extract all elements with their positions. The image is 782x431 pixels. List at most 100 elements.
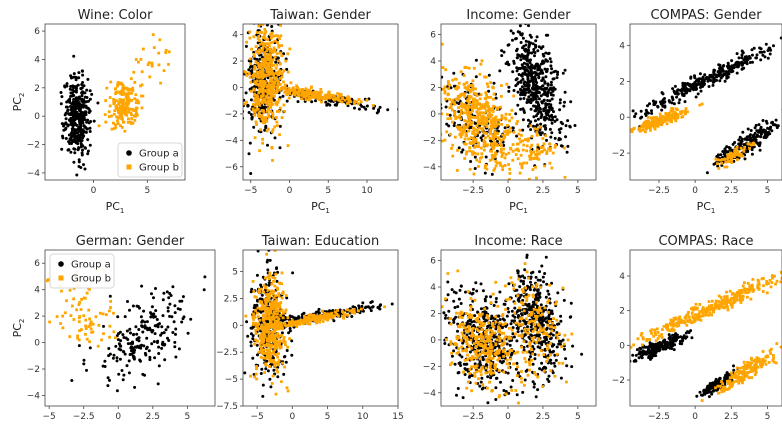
data-point xyxy=(763,129,767,133)
data-point xyxy=(77,134,81,137)
data-point xyxy=(143,351,147,355)
data-point xyxy=(533,127,536,131)
legend-label: Group a xyxy=(139,149,179,160)
chart-title: Income: Gender xyxy=(466,8,571,23)
data-point xyxy=(541,149,544,153)
data-point xyxy=(125,329,129,333)
data-point xyxy=(549,91,553,95)
data-point xyxy=(270,25,274,28)
data-point xyxy=(317,307,321,311)
data-point xyxy=(112,112,116,116)
data-point xyxy=(277,45,281,49)
data-point xyxy=(264,298,268,301)
data-point xyxy=(472,172,476,176)
data-point xyxy=(248,57,252,61)
data-point xyxy=(268,71,272,75)
data-point xyxy=(751,60,754,64)
data-point xyxy=(252,306,256,310)
data-point xyxy=(678,98,682,102)
data-point xyxy=(77,344,81,348)
data-point xyxy=(728,65,732,69)
data-point xyxy=(548,57,552,61)
data-point xyxy=(88,143,92,147)
data-point xyxy=(480,155,484,159)
data-point xyxy=(347,99,351,103)
data-point xyxy=(481,122,485,126)
data-point xyxy=(129,111,133,115)
data-point xyxy=(257,71,261,74)
data-point xyxy=(475,110,479,114)
data-point xyxy=(524,39,528,43)
data-point xyxy=(126,88,130,92)
data-point xyxy=(535,95,539,98)
data-point xyxy=(369,309,373,313)
data-point xyxy=(524,54,528,58)
data-point xyxy=(471,100,475,103)
data-point xyxy=(508,178,511,180)
data-point xyxy=(459,111,463,115)
data-point xyxy=(692,83,696,87)
axes-frame xyxy=(629,23,782,181)
data-point xyxy=(511,31,515,35)
data-point xyxy=(533,109,537,113)
data-point xyxy=(272,323,276,326)
data-point xyxy=(274,315,278,319)
data-point xyxy=(689,75,693,79)
data-point xyxy=(519,107,523,111)
data-point xyxy=(79,308,83,311)
data-point xyxy=(266,268,270,272)
data-point xyxy=(512,130,516,134)
data-point xyxy=(105,313,108,317)
data-point xyxy=(460,102,464,106)
data-point xyxy=(104,99,108,102)
data-point xyxy=(274,392,278,396)
data-point xyxy=(155,318,159,321)
data-point xyxy=(566,144,570,148)
data-point xyxy=(478,97,482,101)
data-point xyxy=(267,298,271,301)
data-point xyxy=(263,57,267,61)
data-point xyxy=(730,161,734,164)
data-point xyxy=(269,308,272,312)
data-point xyxy=(494,160,498,163)
data-point xyxy=(654,100,658,104)
data-point xyxy=(492,97,495,101)
data-point xyxy=(282,340,286,344)
data-point xyxy=(459,135,463,139)
data-point xyxy=(143,320,147,324)
data-point xyxy=(257,115,261,119)
data-point xyxy=(261,92,265,96)
data-point xyxy=(158,38,162,42)
data-point xyxy=(296,90,300,94)
data-point xyxy=(278,340,281,344)
data-point xyxy=(285,296,289,300)
data-point xyxy=(563,100,566,104)
data-point xyxy=(528,42,532,46)
data-point xyxy=(310,85,313,89)
data-point xyxy=(453,101,456,105)
data-point xyxy=(267,250,271,252)
data-point xyxy=(164,51,168,54)
data-point xyxy=(471,132,474,135)
data-point xyxy=(762,50,766,54)
data-point xyxy=(82,163,85,167)
data-point xyxy=(749,129,753,132)
data-point xyxy=(88,340,91,344)
data-point xyxy=(268,359,272,363)
data-point xyxy=(676,92,680,96)
data-point xyxy=(701,80,705,84)
data-point xyxy=(455,169,459,172)
data-point xyxy=(515,134,519,138)
data-point xyxy=(361,301,365,305)
data-point xyxy=(482,105,486,109)
data-point xyxy=(243,371,247,375)
data-point xyxy=(87,325,91,328)
data-point xyxy=(262,111,266,114)
data-point xyxy=(248,75,252,79)
data-point xyxy=(341,97,345,100)
points-layer xyxy=(59,33,171,177)
x-tick-label: −5 xyxy=(244,186,257,196)
data-point xyxy=(273,284,277,288)
data-point xyxy=(449,117,453,120)
data-point xyxy=(533,70,537,74)
